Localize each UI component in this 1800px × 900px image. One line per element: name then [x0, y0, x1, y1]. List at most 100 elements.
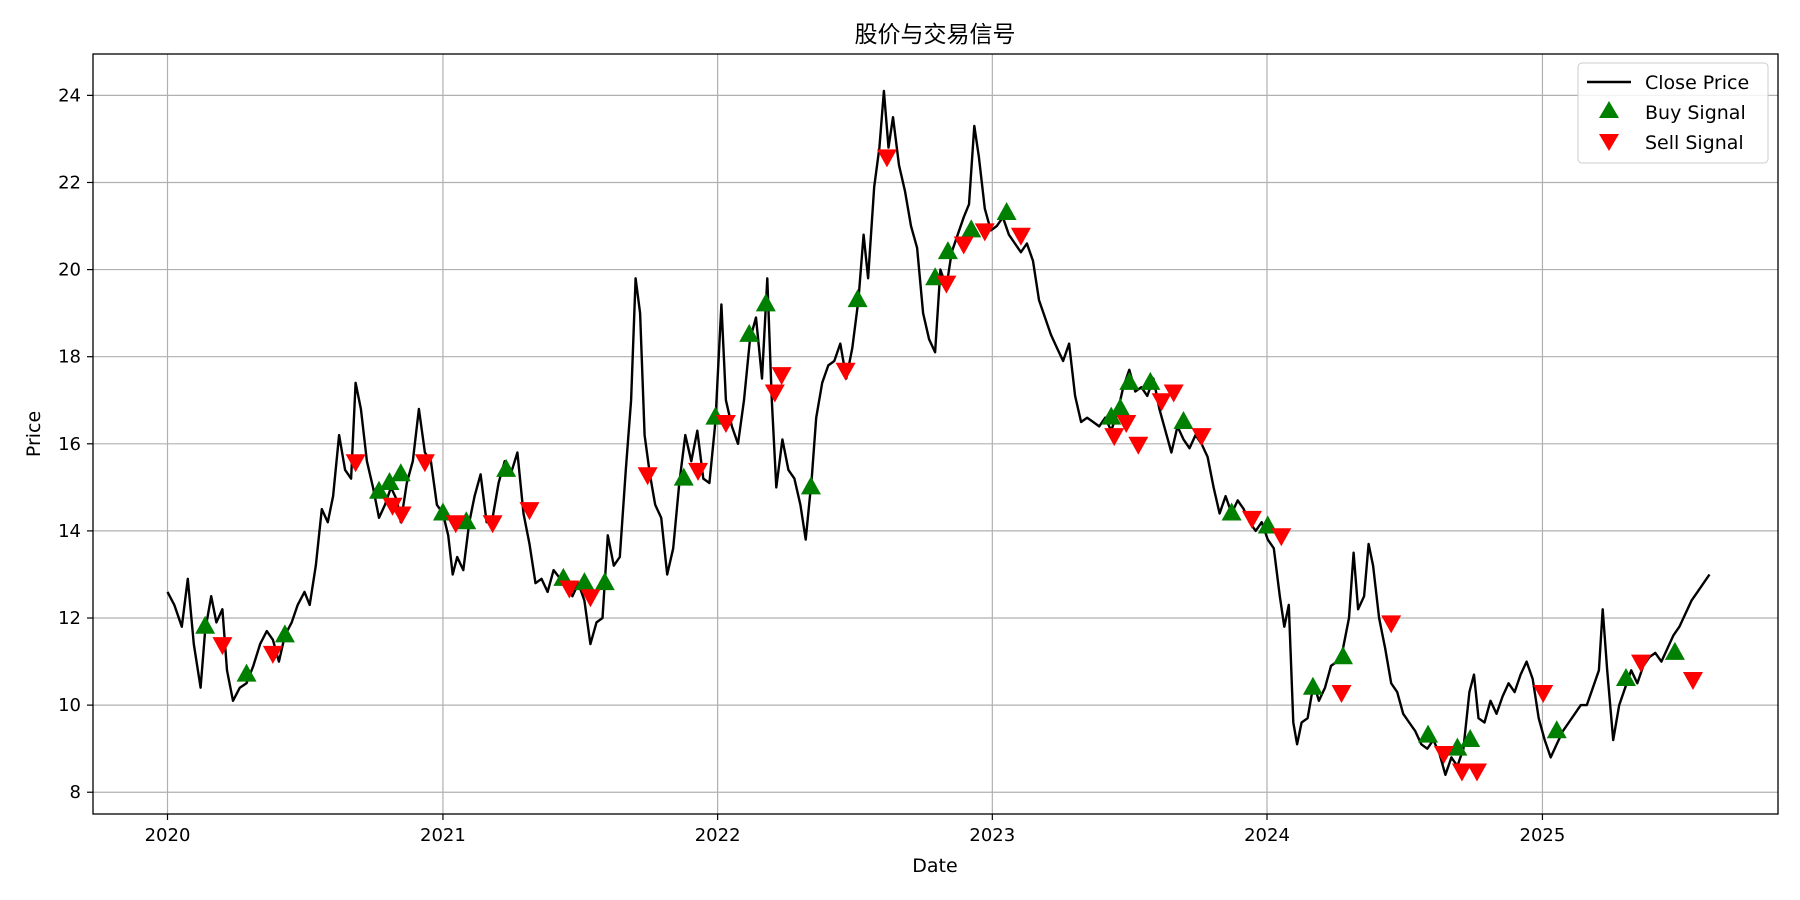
- buy-signal-marker: [1546, 720, 1567, 739]
- buy-signal-marker: [368, 480, 389, 499]
- buy-signal-marker: [195, 615, 216, 634]
- sell-signal-marker: [936, 275, 957, 294]
- sell-signal-marker: [212, 637, 233, 656]
- buy-signal-marker: [390, 463, 411, 482]
- y-tick-label: 10: [58, 695, 81, 716]
- sell-signal-marker: [1116, 415, 1137, 434]
- buy-signal-marker: [594, 572, 615, 591]
- sell-signal-marker: [1241, 510, 1262, 529]
- buy-signal-marker: [574, 572, 595, 591]
- legend: Close Price Buy Signal Sell Signal: [1577, 62, 1769, 164]
- buy-signal-marker: [236, 663, 257, 682]
- sell-signal-marker: [445, 515, 466, 534]
- x-tick-label: 2020: [145, 825, 191, 846]
- sell-signal-marker: [519, 502, 540, 521]
- y-tick-label: 22: [58, 172, 81, 193]
- sell-signal-marker: [1451, 763, 1472, 782]
- legend-box: [1577, 62, 1769, 164]
- buy-signal-marker: [1664, 641, 1685, 660]
- x-tick-label: 2024: [1244, 825, 1290, 846]
- buy-signal-marker: [937, 241, 958, 260]
- sell-signal-marker: [1682, 671, 1703, 690]
- sell-signal-marker: [637, 467, 658, 486]
- x-tick-label: 2022: [695, 825, 741, 846]
- sell-signal-marker: [482, 515, 503, 534]
- sell-signal-marker: [1381, 615, 1402, 634]
- sell-signal-marker: [1466, 763, 1487, 782]
- buy-signal-marker: [1140, 371, 1161, 390]
- buy-signal-marker: [847, 289, 868, 308]
- sell-signal-marker: [1631, 654, 1652, 673]
- buy-signal-marker: [1460, 728, 1481, 747]
- sell-signal-marker: [1151, 393, 1172, 412]
- legend-entry-sell-signal: Sell Signal: [1645, 132, 1744, 154]
- y-tick-label: 14: [58, 521, 81, 542]
- buy-signal-marker: [739, 323, 760, 342]
- y-axis-label: Price: [23, 411, 45, 457]
- plot-area: [166, 89, 1711, 782]
- sell-signal-marker: [715, 415, 736, 434]
- legend-sell-signal-swatch: [1599, 134, 1619, 151]
- plot-frame: [92, 53, 1779, 815]
- x-tick-label: 2021: [420, 825, 466, 846]
- buy-signal-marker: [274, 624, 295, 643]
- buy-signal-marker: [996, 201, 1017, 220]
- y-tick-label: 20: [58, 260, 81, 281]
- sell-signal-marker: [391, 506, 412, 525]
- buy-signal-marker: [496, 458, 517, 477]
- buy-signal-marker: [1119, 371, 1140, 390]
- sell-signal-marker: [1010, 227, 1031, 246]
- buy-signal-marker: [1333, 646, 1354, 665]
- buy-signal-marker: [800, 476, 821, 495]
- sell-signal-marker: [771, 367, 792, 386]
- y-tick-label: 16: [58, 434, 81, 455]
- buy-signal-marker: [1221, 502, 1242, 521]
- close-price-line: [166, 89, 1711, 776]
- legend-entry-close-price: Close Price: [1645, 72, 1749, 94]
- sell-signal-marker: [688, 462, 709, 481]
- buy-signal-marker: [1447, 737, 1468, 756]
- sell-signal-marker: [1271, 528, 1292, 547]
- sell-signal-marker: [974, 223, 995, 242]
- sell-signal-marker: [262, 645, 283, 664]
- buy-signal-marker: [1418, 724, 1439, 743]
- y-tick-label: 24: [58, 85, 81, 106]
- buy-signal-marker: [1173, 411, 1194, 430]
- sell-signal-marker: [835, 362, 856, 381]
- sell-signal-marker: [876, 149, 897, 168]
- y-tick-label: 8: [70, 782, 81, 803]
- buy-signal-marker: [673, 467, 694, 486]
- legend-entry-buy-signal: Buy Signal: [1645, 102, 1746, 124]
- buy-signal-marker: [1615, 667, 1636, 686]
- buy-signal-marker: [1302, 676, 1323, 695]
- sell-signal-marker: [1533, 685, 1554, 704]
- buy-signal-marker: [961, 219, 982, 238]
- buy-signal-marker: [1110, 397, 1131, 416]
- sell-signal-marker: [1191, 428, 1212, 447]
- buy-signal-marker: [755, 293, 776, 312]
- sell-signal-marker: [345, 454, 366, 473]
- axis-ticks: 2020 2021 2022 2023 2024 20258101214161820222…: [58, 85, 1565, 846]
- sell-signal-marker: [764, 384, 785, 403]
- sell-signal-marker: [1104, 428, 1125, 447]
- y-tick-label: 12: [58, 608, 81, 629]
- x-axis-label: Date: [912, 855, 957, 877]
- sell-signal-marker: [1331, 685, 1352, 704]
- buy-signal-marker: [379, 471, 400, 490]
- y-tick-label: 18: [58, 347, 81, 368]
- buy-signal-marker: [456, 511, 477, 530]
- chart-title: 股价与交易信号: [855, 22, 1016, 48]
- sell-signal-marker: [1128, 436, 1149, 455]
- sell-signal-marker: [1163, 384, 1184, 403]
- legend-buy-signal-swatch: [1599, 101, 1619, 118]
- sell-signal-marker: [559, 580, 580, 599]
- sell-signal-marker: [580, 589, 601, 608]
- x-tick-label: 2023: [969, 825, 1015, 846]
- sell-signal-marker: [414, 454, 435, 473]
- x-tick-label: 2025: [1520, 825, 1566, 846]
- sell-signal-marker: [953, 236, 974, 255]
- sell-signal-marker: [1433, 746, 1454, 765]
